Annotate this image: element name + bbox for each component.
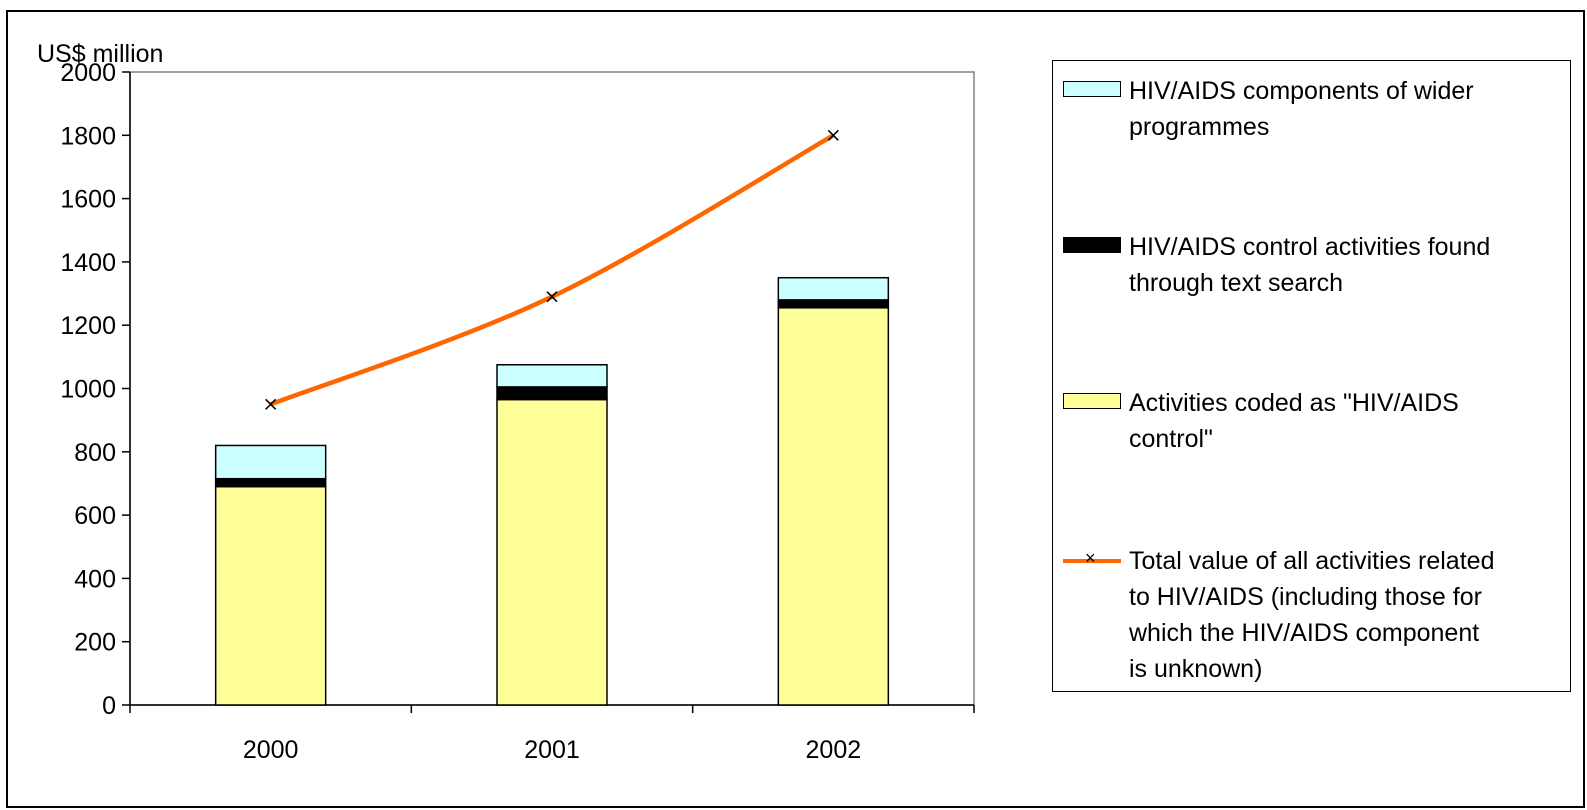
legend-label-line: to HIV/AIDS (including those for [1129, 583, 1482, 611]
x-tick-label: 2000 [243, 736, 299, 764]
x-marker-icon: × [1085, 548, 1096, 568]
legend-label-line: programmes [1129, 113, 1270, 141]
y-tick-label: 1200 [60, 312, 116, 340]
legend-item-text-search: HIV/AIDS control activities found throug… [1063, 229, 1563, 301]
bar-segment-2 [496, 364, 608, 388]
legend-label-line: control" [1129, 425, 1213, 453]
y-tick-label: 200 [74, 629, 116, 657]
legend-swatch-total-value: × [1063, 548, 1121, 569]
legend: HIV/AIDS components of wider programmes … [1052, 60, 1571, 692]
x-tick-label: 2001 [524, 736, 580, 764]
bar-segment-1 [777, 299, 890, 309]
bar-segment-0 [496, 398, 608, 706]
legend-label-line: HIV/AIDS control activities found [1129, 233, 1491, 261]
y-tick-label: 800 [74, 439, 116, 467]
bar-segment-1 [496, 386, 608, 401]
legend-swatch-wider-programmes [1063, 81, 1121, 97]
y-tick-label: 1000 [60, 376, 116, 404]
line-point-marker [827, 129, 839, 141]
chart-frame: 0 200 400 600 800 1000 1200 1400 1600 1800 2000 200… [6, 10, 1585, 808]
legend-item-wider-programmes: HIV/AIDS components of wider programmes [1063, 73, 1563, 145]
legend-label-line: through text search [1129, 269, 1344, 297]
line-point-marker [265, 398, 277, 410]
bar-segment-0 [777, 307, 890, 706]
chart-plot: 0 200 400 600 800 1000 1200 1400 1600 1800 2000 200… [60, 59, 975, 764]
legend-item-total-value: × Total value of all activities related … [1063, 543, 1563, 687]
y-tick-label: 1400 [60, 249, 116, 277]
legend-swatch-coded-activities [1063, 393, 1121, 409]
y-axis-label: US$ million [37, 40, 164, 68]
bar-segment-2 [777, 276, 890, 301]
bar-segment-0 [214, 485, 327, 706]
legend-label-line: Total value of all activities related [1129, 547, 1495, 575]
legend-label-line: Activities coded as "HIV/AIDS [1129, 389, 1459, 417]
series-line-total [269, 133, 835, 407]
y-tick-label: 600 [74, 502, 116, 530]
y-tick-label: 1800 [60, 122, 116, 150]
legend-label-line: HIV/AIDS components of wider [1129, 77, 1474, 105]
legend-label-line: which the HIV/AIDS component [1129, 619, 1480, 647]
y-tick-label: 400 [74, 565, 116, 593]
y-tick-label: 2000 [60, 59, 116, 87]
legend-item-coded-activities: Activities coded as "HIV/AIDS control" [1063, 385, 1563, 457]
legend-label-line: is unknown) [1129, 655, 1263, 683]
legend-swatch-text-search [1063, 237, 1121, 253]
bar-segment-1 [214, 477, 327, 488]
x-tick-label: 2002 [806, 736, 862, 764]
y-tick-label: 1600 [60, 186, 116, 214]
line-point-marker [546, 291, 558, 303]
bar-segment-2 [214, 444, 327, 480]
y-tick-label: 0 [102, 692, 116, 720]
